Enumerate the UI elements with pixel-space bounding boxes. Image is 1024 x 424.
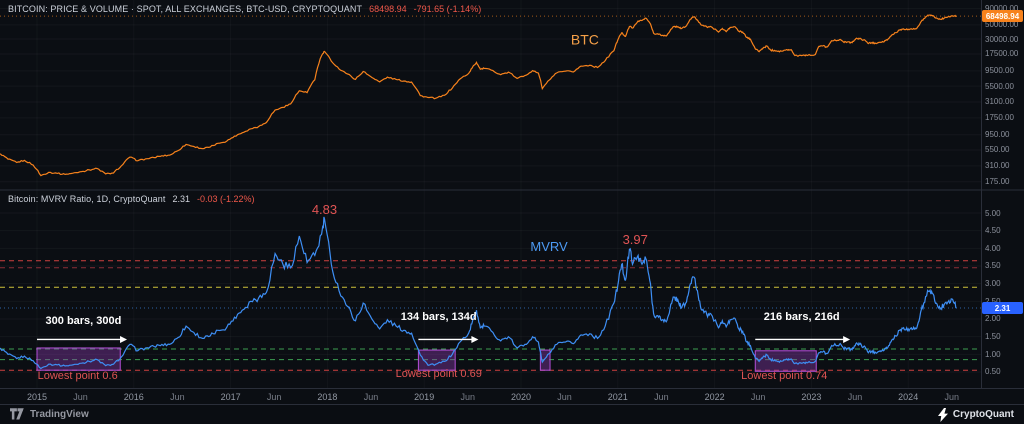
arrow-head-icon xyxy=(120,335,128,343)
price-tick-label: 950.00 xyxy=(985,130,1010,140)
time-axis-label: 2020 xyxy=(510,392,532,402)
btc-price-badge: 68498.94 xyxy=(982,10,1023,23)
price-tick-label: 5500.00 xyxy=(985,81,1014,91)
time-axis-label: 2016 xyxy=(123,392,144,402)
mvrv-pane-value: 2.31 xyxy=(172,194,191,204)
time-axis-label: Jun xyxy=(557,392,572,402)
price-tick-label: 3100.00 xyxy=(985,97,1014,107)
mvrv-pane-title: Bitcoin: MVRV Ratio, 1D, CryptoQuant xyxy=(8,194,166,204)
price-tick-label: 17500.00 xyxy=(985,49,1019,59)
time-axis-label: 2024 xyxy=(898,392,919,402)
lightning-icon xyxy=(937,407,948,422)
mvrv-tick-label: 5.00 xyxy=(985,208,1001,218)
annotation-mvrv[interactable]: MVRV xyxy=(530,238,568,254)
mvrv-tick-label: 1.00 xyxy=(985,349,1001,359)
price-tick-label: 550.00 xyxy=(985,145,1010,155)
mvrv-tick-label: 2.00 xyxy=(985,314,1001,324)
price-pane-change: -791.65 (-1.14%) xyxy=(413,4,482,14)
annotation-lowest-point-0.69[interactable]: Lowest point 0.69 xyxy=(395,367,482,380)
price-pane-title: BITCOIN: PRICE & VOLUME · SPOT, ALL EXCH… xyxy=(8,4,363,14)
price-tick-label: 90000.00 xyxy=(985,4,1019,14)
time-axis-label: Jun xyxy=(363,392,379,402)
tradingview-logo-icon xyxy=(10,408,24,420)
time-axis-label: Jun xyxy=(750,392,766,402)
time-axis-label: 2018 xyxy=(317,392,338,402)
annotation-lowest-point-0.6[interactable]: Lowest point 0.6 xyxy=(37,370,118,383)
mvrv-pane-change: -0.03 (-1.22%) xyxy=(197,194,255,204)
arrow-head-icon xyxy=(843,335,851,343)
price-tick-label: 9500.00 xyxy=(985,66,1014,76)
price-tick-label: 50000.00 xyxy=(985,20,1019,30)
btc-price-line[interactable] xyxy=(0,14,957,177)
highlight-box[interactable] xyxy=(539,349,551,371)
mvrv-tick-label: 3.00 xyxy=(985,279,1001,289)
time-axis-label: 2015 xyxy=(26,392,48,402)
time-axis-label: 2017 xyxy=(220,392,241,402)
annotation-3.97[interactable]: 3.97 xyxy=(622,231,648,247)
tradingview-label: TradingView xyxy=(30,409,89,420)
time-axis-label: Jun xyxy=(460,392,476,402)
mvrv-tick-label: 2.50 xyxy=(985,297,1001,306)
time-axis-label: Jun xyxy=(266,392,282,402)
mvrv-threshold-lines[interactable] xyxy=(0,260,981,371)
duration-arrows xyxy=(37,335,851,343)
time-axis-label: 2021 xyxy=(607,392,628,402)
annotation-134-bars-134d[interactable]: 134 bars, 134d xyxy=(400,311,477,324)
price-pane-value: 68498.94 xyxy=(369,4,407,14)
cryptoquant-label: CryptoQuant xyxy=(952,409,1014,420)
time-axis-label: Jun xyxy=(944,392,960,402)
time-axis-label: 2022 xyxy=(704,392,725,402)
footer-bar: TradingView CryptoQuant xyxy=(0,404,1024,424)
price-pane-legend[interactable]: BITCOIN: PRICE & VOLUME · SPOT, ALL EXCH… xyxy=(8,4,481,14)
cryptoquant-link[interactable]: CryptoQuant xyxy=(937,407,1014,422)
mvrv-tick-label: 4.00 xyxy=(985,243,1001,253)
mvrv-tick-label: 4.50 xyxy=(985,226,1001,236)
time-axis-label: Jun xyxy=(847,392,863,402)
gridlines xyxy=(0,0,981,388)
arrow-head-icon xyxy=(471,335,479,343)
time-axis-label: 2019 xyxy=(414,392,435,402)
annotation-lowest-point-0.74[interactable]: Lowest point 0.74 xyxy=(741,369,828,382)
annotation-216-bars-216d[interactable]: 216 bars, 216d xyxy=(763,311,840,324)
annotation-300-bars-300d[interactable]: 300 bars, 300d xyxy=(45,314,122,327)
mvrv-tick-label: 1.50 xyxy=(985,332,1001,342)
mvrv-tick-label: 3.50 xyxy=(985,261,1001,271)
price-tick-label: 1750.00 xyxy=(985,113,1014,123)
time-axis-label: Jun xyxy=(73,392,88,402)
annotation-btc[interactable]: BTC xyxy=(570,31,599,48)
mvrv-pane-legend[interactable]: Bitcoin: MVRV Ratio, 1D, CryptoQuant 2.3… xyxy=(8,194,255,204)
highlight-box[interactable] xyxy=(754,350,817,372)
time-axis-label: Jun xyxy=(170,392,185,402)
annotation-4.83[interactable]: 4.83 xyxy=(311,202,338,218)
time-axis-label: 2023 xyxy=(801,392,822,402)
price-tick-label: 310.00 xyxy=(985,161,1010,171)
price-tick-label: 175.00 xyxy=(985,177,1010,187)
mvrv-line[interactable] xyxy=(0,216,957,370)
price-tick-label: 30000.00 xyxy=(985,34,1019,44)
time-axis-label: Jun xyxy=(654,392,669,402)
mvrv-value-badge: 2.31 xyxy=(982,302,1023,315)
mvrv-tick-label: 0.50 xyxy=(985,367,1001,377)
tradingview-link[interactable]: TradingView xyxy=(10,408,89,421)
